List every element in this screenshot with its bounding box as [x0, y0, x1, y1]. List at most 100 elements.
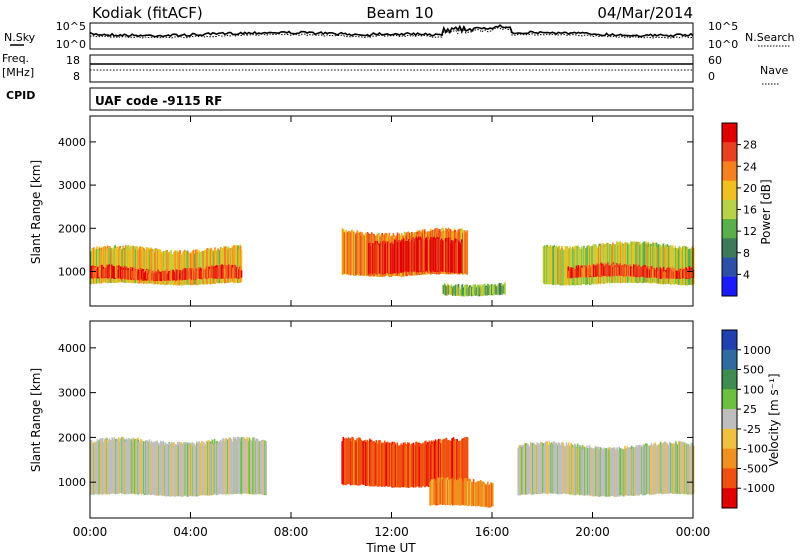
heatmap-cell	[353, 439, 356, 485]
heatmap-cell	[568, 445, 571, 494]
heatmap-cell	[218, 442, 220, 495]
heatmap-cell	[465, 284, 467, 296]
heatmap-cell	[630, 266, 632, 277]
heatmap-cell	[446, 240, 449, 272]
colorbar-swatch	[722, 199, 737, 220]
heatmap-cell	[182, 250, 185, 284]
heatmap-cell	[190, 270, 192, 279]
velocity-heatmap	[90, 436, 695, 508]
nave-tick-bottom: 0	[708, 70, 715, 83]
heatmap-cell	[237, 436, 240, 494]
heatmap-cell	[446, 441, 449, 486]
heatmap-cell	[483, 483, 486, 507]
heatmap-cell	[475, 482, 477, 506]
colorbar-tick-label: 4	[743, 268, 750, 281]
velocity-y-axis-label: Slant Range [km]	[29, 368, 43, 472]
heatmap-cell	[549, 445, 551, 493]
heatmap-cell	[101, 438, 104, 494]
heatmap-cell	[362, 234, 365, 277]
heatmap-cell	[554, 247, 556, 285]
heatmap-cell	[582, 449, 584, 496]
heatmap-cell	[603, 451, 606, 496]
heatmap-cell	[442, 479, 444, 505]
heatmap-cell	[216, 442, 219, 495]
heatmap-cell	[440, 238, 443, 272]
heatmap-cell	[480, 284, 482, 296]
heatmap-cell	[130, 438, 133, 494]
heatmap-cell	[460, 441, 462, 485]
heatmap-cell	[412, 442, 415, 488]
heatmap-cell	[239, 246, 242, 283]
heatmap-cell	[202, 250, 204, 284]
heatmap-cell	[559, 446, 561, 494]
heatmap-cell	[692, 445, 695, 494]
heatmap-cell	[657, 271, 659, 279]
heatmap-cell	[540, 446, 542, 494]
heatmap-cell	[460, 284, 463, 296]
colorbar-swatch	[722, 238, 737, 258]
heatmap-cell	[455, 439, 457, 484]
heatmap-cell	[389, 243, 392, 274]
heatmap-cell	[625, 264, 628, 277]
heatmap-cell	[435, 238, 437, 272]
heatmap-cell	[423, 238, 425, 271]
heatmap-cell	[468, 482, 471, 506]
heatmap-cell	[445, 241, 448, 272]
heatmap-cell	[482, 481, 484, 506]
heatmap-cell	[166, 443, 169, 497]
heatmap-cell	[541, 443, 543, 494]
heatmap-cell	[168, 271, 170, 281]
heatmap-cell	[228, 437, 230, 495]
x-tick-label: 12:00	[374, 525, 409, 539]
nave-label: Nave	[760, 64, 788, 77]
x-tick-label: 04:00	[173, 525, 208, 539]
heatmap-cell	[126, 270, 128, 280]
freq-panel-frame	[89, 54, 694, 83]
colorbar-tick-label: 8	[743, 247, 750, 260]
heatmap-cell	[575, 447, 578, 495]
heatmap-cell	[201, 250, 203, 285]
heatmap-cell	[370, 439, 373, 487]
noise-sky-trace	[89, 24, 694, 38]
heatmap-cell	[247, 441, 249, 494]
heatmap-cell	[113, 246, 116, 283]
heatmap-cell	[217, 267, 219, 278]
heatmap-cell	[345, 437, 347, 486]
heatmap-cell	[464, 478, 466, 506]
heatmap-cell	[682, 247, 685, 285]
heatmap-cell	[438, 477, 441, 505]
heatmap-cell	[452, 477, 454, 506]
heatmap-cell	[186, 268, 189, 279]
heatmap-cell	[373, 442, 376, 487]
heatmap-cell	[670, 247, 673, 285]
heatmap-cell	[451, 438, 453, 485]
heatmap-cell	[348, 439, 351, 484]
heatmap-cell	[466, 482, 468, 506]
heatmap-cell	[154, 252, 156, 284]
colorbar-swatch	[722, 142, 737, 162]
colorbar-tick-label: -25	[743, 423, 761, 436]
heatmap-cell	[98, 266, 100, 278]
heatmap-cell	[537, 445, 539, 494]
heatmap-cell	[563, 250, 566, 285]
heatmap-cell	[141, 441, 143, 494]
heatmap-cell	[628, 244, 630, 283]
heatmap-cell	[534, 446, 537, 494]
heatmap-cell	[382, 442, 384, 487]
heatmap-cell	[615, 448, 618, 496]
heatmap-cell	[416, 442, 419, 487]
heatmap-cell	[467, 481, 469, 506]
heatmap-cell	[408, 442, 410, 488]
heatmap-cell	[392, 244, 395, 274]
heatmap-cell	[208, 440, 210, 496]
colorbar-frame	[721, 329, 738, 509]
heatmap-cell	[360, 235, 362, 276]
heatmap-cell	[378, 440, 380, 487]
heatmap-cell	[588, 245, 590, 284]
heatmap-cell	[147, 441, 149, 496]
colorbar-swatch	[722, 389, 737, 410]
y-tick-label: 1000	[58, 476, 86, 489]
heatmap-cell	[495, 286, 497, 295]
heatmap-cell	[461, 242, 464, 274]
colorbar-tick-label: -100	[743, 443, 768, 456]
